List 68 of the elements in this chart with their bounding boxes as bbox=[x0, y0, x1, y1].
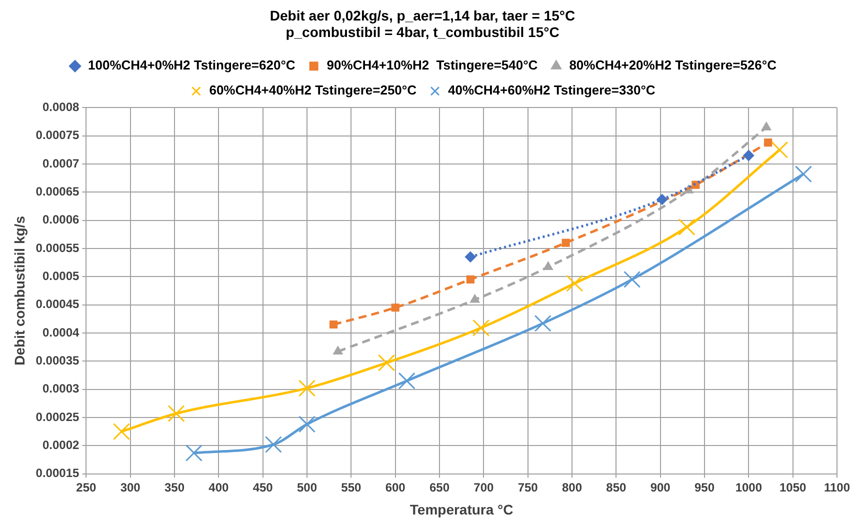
point bbox=[472, 319, 490, 336]
y-tick-label: 0.00035 bbox=[36, 353, 80, 368]
x-axis-title: Temperatura °C bbox=[410, 501, 514, 518]
y-tick-label: 0.00075 bbox=[36, 128, 80, 142]
text: p_combustibil = 4bar, t_combustibil 15°C bbox=[286, 24, 560, 40]
x-tick-label: 1100 bbox=[824, 480, 850, 494]
y-tick-label: 0.0007 bbox=[42, 156, 80, 170]
x-tick-label: 750 bbox=[518, 480, 538, 494]
point bbox=[771, 141, 788, 158]
point bbox=[464, 251, 476, 262]
point bbox=[185, 444, 202, 462]
x-tick-label: 250 bbox=[76, 480, 97, 494]
x-tick-label: 800 bbox=[562, 480, 582, 494]
point bbox=[470, 294, 480, 303]
point bbox=[298, 380, 316, 397]
legend-label: 40%CH4+60%H2 Tstingere=330°C bbox=[448, 82, 656, 98]
point bbox=[298, 416, 316, 433]
point bbox=[391, 304, 400, 312]
y-tick-label: 0.0004 bbox=[42, 325, 80, 340]
point bbox=[378, 354, 396, 372]
point bbox=[656, 194, 668, 205]
point bbox=[168, 404, 185, 422]
legend-label: 60%CH4+40%H2 Tstingere=250°C bbox=[209, 82, 418, 98]
point bbox=[678, 218, 696, 236]
legend-label: 80%CH4+20%H2 Tstingere=526°C bbox=[569, 58, 778, 73]
y-tick-label: 0.00015 bbox=[36, 466, 80, 480]
point bbox=[534, 314, 552, 332]
point bbox=[543, 262, 553, 270]
x-tick-label: 500 bbox=[296, 480, 318, 494]
y-tick-label: 0.0008 bbox=[42, 100, 80, 114]
point bbox=[743, 150, 754, 161]
x-tick-label: 1000 bbox=[735, 480, 762, 494]
x-tick-label: 450 bbox=[252, 480, 274, 494]
x-tick-label: 650 bbox=[429, 480, 450, 494]
point bbox=[794, 166, 812, 183]
x-tick-label: 600 bbox=[385, 480, 406, 494]
point bbox=[329, 320, 338, 329]
point bbox=[566, 274, 584, 292]
point bbox=[466, 275, 474, 284]
point bbox=[764, 138, 772, 147]
y-tick-label: 0.00025 bbox=[36, 410, 80, 424]
x-tick-label: 300 bbox=[120, 480, 141, 494]
text: Debit aer 0,02kg/s, p_aer=1,14 bar, taer = 15°C bbox=[270, 7, 576, 24]
x-tick-label: 950 bbox=[694, 480, 715, 494]
y-tick-label: 0.00055 bbox=[36, 240, 80, 255]
point bbox=[562, 238, 570, 247]
point bbox=[112, 423, 130, 440]
point bbox=[264, 436, 282, 454]
point bbox=[333, 346, 343, 355]
x-tick-label: 1050 bbox=[779, 480, 807, 494]
point bbox=[762, 122, 772, 130]
x-tick-label: 350 bbox=[164, 480, 185, 494]
x-tick-label: 850 bbox=[606, 480, 626, 494]
x-tick-label: 400 bbox=[208, 480, 230, 494]
y-tick-label: 0.00045 bbox=[36, 297, 80, 312]
y-tick-label: 0.0003 bbox=[42, 382, 80, 396]
y-tick-label: 0.00065 bbox=[36, 184, 80, 198]
legend-label: 100%CH4+0%H2 Tstingere=620°C bbox=[88, 58, 296, 73]
x-tick-label: 700 bbox=[474, 480, 494, 494]
y-tick-label: 0.0002 bbox=[42, 438, 80, 452]
x-tick-label: 900 bbox=[650, 480, 671, 494]
y-tick-label: 0.0005 bbox=[42, 268, 80, 283]
y-axis-title: Debit combustibil kg/s bbox=[11, 216, 28, 366]
point bbox=[398, 372, 416, 390]
y-tick-label: 0.0006 bbox=[42, 212, 80, 227]
point bbox=[624, 270, 641, 288]
legend-label: 90%CH4+10%H2 Tstingere=540°C bbox=[326, 58, 538, 73]
x-tick-label: 550 bbox=[341, 480, 362, 494]
